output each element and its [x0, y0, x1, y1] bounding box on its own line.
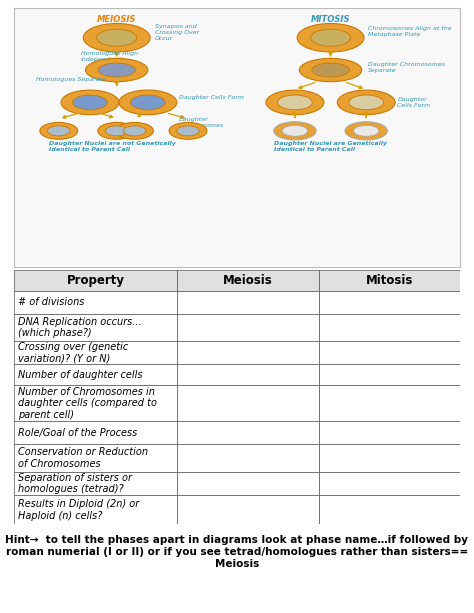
Bar [319, 472, 460, 495]
Text: Hint→  to tell the phases apart in diagrams look at phase name…if followed by
ro: Hint→ to tell the phases apart in diagra… [6, 536, 468, 569]
Ellipse shape [73, 95, 107, 110]
Text: Daughter Chromosomes
Separate: Daughter Chromosomes Separate [368, 62, 446, 73]
Bar [177, 444, 319, 472]
Ellipse shape [119, 90, 177, 115]
Text: Number of Chromosomes in
daughter cells (compared to
parent cell): Number of Chromosomes in daughter cells … [18, 387, 157, 420]
Bar [319, 444, 460, 472]
Text: Synapsis and
Crossing Over
Occur: Synapsis and Crossing Over Occur [155, 25, 199, 41]
Bar [177, 472, 319, 495]
Bar [14, 291, 177, 314]
Ellipse shape [282, 126, 308, 136]
Ellipse shape [177, 126, 200, 136]
Text: Meiosis: Meiosis [223, 273, 273, 287]
Ellipse shape [266, 90, 324, 115]
Bar [319, 270, 460, 291]
Bar [319, 364, 460, 385]
Text: Role/Goal of the Process: Role/Goal of the Process [18, 428, 137, 438]
Bar [319, 495, 460, 524]
Text: DNA Replication occurs...
(which phase?): DNA Replication occurs... (which phase?) [18, 316, 141, 338]
Bar [319, 421, 460, 444]
Text: Crossing over (genetic
variation)? (Y or N): Crossing over (genetic variation)? (Y or… [18, 342, 128, 364]
Text: MEIOSIS: MEIOSIS [97, 15, 137, 24]
Bar [177, 314, 319, 341]
Text: Separation of sisters or
homologues (tetrad)?: Separation of sisters or homologues (tet… [18, 473, 132, 495]
Text: Conservation or Reduction
of Chromosomes: Conservation or Reduction of Chromosomes [18, 447, 148, 469]
Text: Daughter Cells Form: Daughter Cells Form [179, 95, 244, 100]
Ellipse shape [169, 123, 207, 139]
Ellipse shape [274, 122, 316, 140]
Ellipse shape [310, 29, 351, 46]
Ellipse shape [61, 90, 119, 115]
Ellipse shape [47, 126, 70, 136]
Ellipse shape [345, 122, 387, 140]
Ellipse shape [83, 23, 150, 52]
Text: Homologues Separate: Homologues Separate [36, 77, 107, 82]
Bar [14, 444, 177, 472]
Ellipse shape [278, 95, 312, 110]
Bar [14, 314, 177, 341]
Bar [14, 421, 177, 444]
Text: Property: Property [66, 273, 125, 287]
Bar [177, 364, 319, 385]
Ellipse shape [337, 90, 395, 115]
Ellipse shape [300, 58, 362, 82]
Ellipse shape [98, 63, 136, 77]
Text: Daughter
Chromosomes
Separate: Daughter Chromosomes Separate [179, 117, 224, 134]
Bar [319, 385, 460, 421]
Bar [14, 495, 177, 524]
Bar [177, 385, 319, 421]
Bar [177, 341, 319, 364]
Ellipse shape [297, 23, 364, 52]
Text: Chromosomes Align at the
Metaphase Plate: Chromosomes Align at the Metaphase Plate [368, 26, 452, 37]
Text: Number of daughter cells: Number of daughter cells [18, 370, 142, 379]
Bar [319, 341, 460, 364]
Bar [319, 291, 460, 314]
Text: Results in Diploid (2n) or
Haploid (n) cells?: Results in Diploid (2n) or Haploid (n) c… [18, 499, 139, 520]
Ellipse shape [123, 126, 146, 136]
Text: Daughter Nuclei are not Genetically
Identical to Parent Cell: Daughter Nuclei are not Genetically Iden… [49, 141, 176, 152]
Ellipse shape [312, 63, 349, 77]
Ellipse shape [85, 58, 148, 82]
Ellipse shape [97, 29, 137, 46]
Ellipse shape [130, 95, 165, 110]
Text: Daughter Nuclei are Genetically
Identical to Parent Cell: Daughter Nuclei are Genetically Identica… [274, 141, 387, 152]
Ellipse shape [116, 123, 154, 139]
Ellipse shape [98, 123, 136, 139]
Ellipse shape [105, 126, 128, 136]
Text: Homologues Align
Independently: Homologues Align Independently [81, 51, 138, 62]
Ellipse shape [40, 123, 78, 139]
Text: Daughter
Cells Form: Daughter Cells Form [397, 97, 431, 108]
Bar [319, 314, 460, 341]
Text: Mitosis: Mitosis [365, 273, 413, 287]
Bar [177, 495, 319, 524]
Bar [14, 341, 177, 364]
Bar [14, 385, 177, 421]
Ellipse shape [349, 95, 383, 110]
Bar [14, 270, 177, 291]
Bar [177, 270, 319, 291]
Text: MITOSIS: MITOSIS [311, 15, 350, 24]
Ellipse shape [354, 126, 379, 136]
Bar [177, 421, 319, 444]
Bar [177, 291, 319, 314]
Text: # of divisions: # of divisions [18, 297, 84, 307]
Bar [14, 472, 177, 495]
Bar [14, 364, 177, 385]
